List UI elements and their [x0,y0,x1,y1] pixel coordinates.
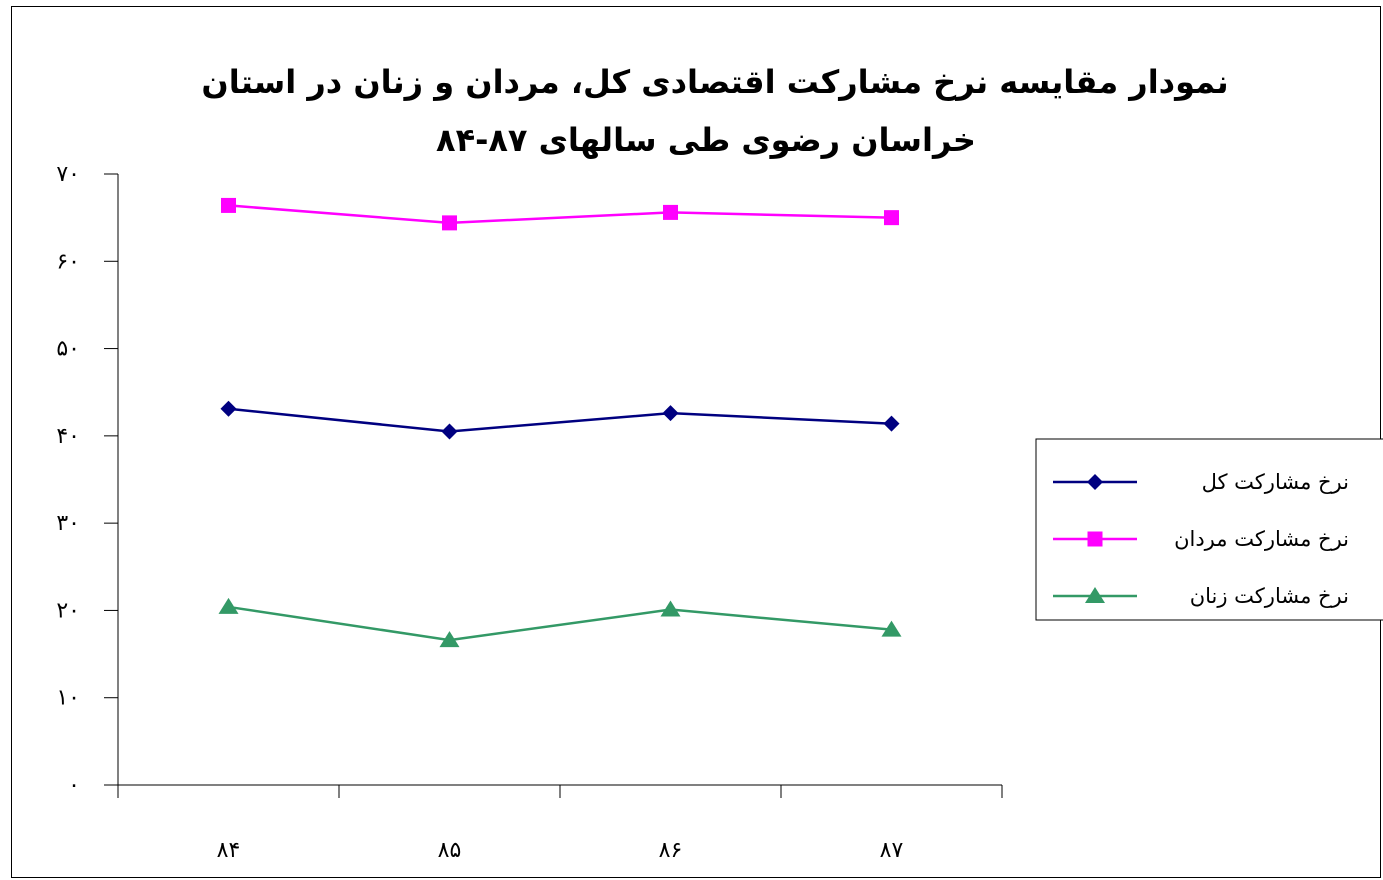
y-tick-label: ۶۰ [56,249,80,274]
legend-marker-0 [1087,474,1103,490]
x-tick-label: ۸۵ [438,838,462,863]
data-point-0-3 [883,415,900,432]
data-point-2-1 [439,631,460,648]
data-point-1-3 [884,210,899,226]
data-point-1-1 [442,215,457,231]
data-point-2-0 [218,597,239,614]
y-tick-label: ۱۰ [56,686,80,711]
legend-label-0: نرخ مشارکت کل [1202,470,1349,494]
legend: نرخ مشارکت کل نرخ مشارکت مردان نرخ مشارکت … [1035,438,1383,621]
y-tick-label: ۳۰ [56,511,80,536]
data-point-1-0 [221,197,236,213]
x-tick-label: ۸۴ [217,838,241,863]
axes: ۰ ۱۰ ۲۰ ۳۰ ۴۰ ۵۰ ۶۰ ۷۰ ۸۴ ۸۵ ۸۶ ۸۷ [56,162,1003,863]
y-tick-label: ۵۰ [56,337,80,362]
legend-marker-1 [1087,531,1103,547]
series-line-0 [228,407,892,433]
x-tick-label: ۸۷ [880,838,904,863]
x-tick-label: ۸۶ [659,838,683,863]
chart-title-line2: خراسان رضوی طی سالهای ۸۷-۸۴ [436,121,976,159]
y-tick-label: ۷۰ [56,162,80,187]
data-point-2-3 [881,620,902,637]
legend-label-1: نرخ مشارکت مردان [1174,527,1349,551]
data-point-1-2 [663,204,678,220]
data-point-0-1 [441,423,458,440]
data-point-0-0 [220,400,237,417]
series-layer [218,197,902,648]
legend-label-2: نرخ مشارکت زنان [1190,584,1349,608]
series-line-2 [228,605,892,642]
y-tick-label: ۴۰ [56,424,80,449]
data-point-0-2 [662,405,679,422]
data-point-2-2 [660,600,681,617]
legend-marker-2 [1085,587,1105,603]
y-tick-label: ۰ [68,773,80,798]
chart-title-line1: نمودار مقایسه نرخ مشارکت اقتصادی کل، مرد… [201,63,1228,101]
y-tick-label: ۲۰ [56,598,80,623]
series-line-1 [228,204,892,225]
legend-box [1035,438,1383,621]
